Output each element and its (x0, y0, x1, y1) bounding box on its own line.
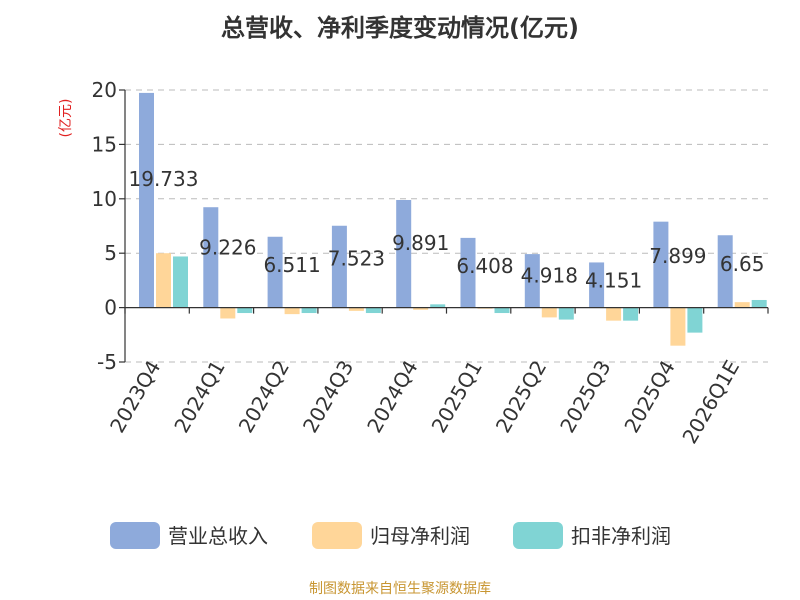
y-tick-label: -5 (97, 350, 117, 374)
bar (589, 262, 605, 308)
bar (541, 307, 557, 318)
bar (623, 307, 639, 321)
y-tick-label: 10 (92, 187, 117, 211)
bar (430, 304, 446, 308)
x-tick-label: 2026Q1E (677, 356, 744, 448)
bar (365, 307, 381, 314)
data-label: 19.733 (129, 167, 199, 191)
x-tick-label: 2024Q3 (298, 356, 358, 437)
bar (494, 307, 510, 314)
bar (156, 253, 171, 308)
legend-label: 扣非净利润 (571, 524, 671, 548)
y-axis-label: (亿元) (58, 99, 74, 138)
bar (396, 199, 412, 308)
data-label: 6.511 (263, 253, 320, 277)
data-label: 4.918 (521, 263, 578, 287)
bar (687, 307, 703, 333)
x-tick-label: 2025Q1 (427, 356, 487, 437)
bar (653, 221, 669, 308)
y-tick-label: 0 (104, 296, 117, 320)
x-tick-label: 2025Q2 (491, 356, 551, 437)
bar (670, 307, 686, 346)
chart-title: 总营收、净利季度变动情况(亿元) (221, 14, 579, 42)
x-tick-label: 2024Q1 (169, 356, 229, 437)
y-tick-label: 15 (92, 132, 117, 156)
bar (717, 235, 733, 308)
bar (267, 236, 283, 308)
legend-swatch (312, 522, 362, 549)
x-tick-label: 2025Q3 (555, 356, 615, 437)
x-tick-label: 2025Q4 (619, 356, 679, 437)
data-label: 4.151 (585, 269, 642, 293)
y-tick-label: 5 (104, 241, 117, 265)
bar (413, 307, 429, 310)
bar (558, 307, 574, 320)
bar (173, 256, 188, 308)
data-label: 6.65 (720, 252, 765, 276)
data-label: 9.891 (392, 231, 449, 255)
bar (751, 299, 767, 308)
bar (284, 307, 300, 315)
x-tick-label: 2024Q4 (362, 356, 422, 437)
data-label: 7.523 (328, 246, 385, 270)
bar (203, 207, 219, 308)
data-label: 6.408 (456, 254, 513, 278)
bar (606, 307, 622, 321)
legend-label: 归母净利润 (370, 524, 470, 548)
bar (301, 307, 317, 314)
bar (734, 302, 750, 308)
legend-label: 营业总收入 (168, 524, 268, 548)
bar (524, 254, 540, 308)
bar (220, 307, 236, 319)
bar (460, 237, 476, 308)
legend-swatch (110, 522, 160, 549)
x-tick-label: 2024Q2 (234, 356, 294, 437)
bar (331, 225, 347, 308)
legend-swatch (513, 522, 563, 549)
data-label: 7.899 (649, 244, 706, 268)
source-note: 制图数据来自恒生聚源数据库 (309, 581, 491, 597)
bar (237, 307, 253, 314)
data-label: 9.226 (199, 235, 256, 259)
bar (348, 307, 364, 311)
bar (139, 92, 154, 308)
y-tick-label: 20 (92, 78, 117, 102)
